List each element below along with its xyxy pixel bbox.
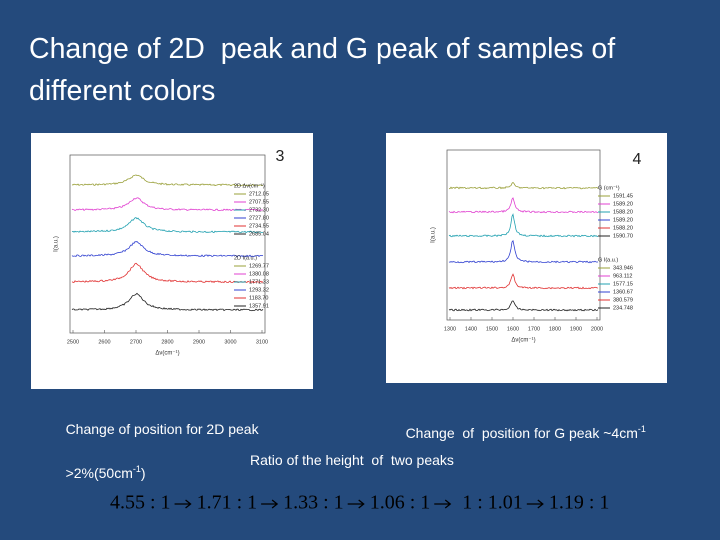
x-tick-label: 2600 — [98, 339, 110, 345]
x-tick-label: 1900 — [570, 326, 582, 332]
legend-entry: 1577.15 — [613, 281, 633, 287]
ratio-term: 1 : 1.01 — [462, 492, 523, 514]
ratio-term: 1.71 : 1 — [197, 492, 258, 514]
legend-entry: 963.112 — [613, 273, 632, 279]
legend-entry: 1293.32 — [249, 287, 269, 293]
x-tick-label: 3100 — [256, 339, 268, 345]
spectrum-trace — [71, 197, 264, 212]
slide-title: Change of 2D peak and G peak of samples … — [29, 33, 624, 107]
legend-entry: 1589.20 — [613, 217, 633, 223]
caption-text: Change of position for G peak ~4cm — [405, 425, 638, 441]
legend-entry: 2734.55 — [249, 223, 269, 229]
legend-entry: 1591.45 — [613, 193, 633, 199]
arrow — [261, 499, 279, 509]
caption-text: >2%(50cm — [65, 465, 133, 481]
legend-entry: 1269.77 — [249, 263, 269, 269]
x-tick-label: 1300 — [444, 326, 456, 332]
spectrum-trace — [448, 239, 599, 264]
spectrum-trace — [71, 174, 264, 187]
superscript: -1 — [637, 424, 646, 434]
legend-title: 2D I(a.u.) — [234, 255, 257, 261]
arrow — [174, 499, 192, 509]
legend-entry: 2685.04 — [249, 231, 269, 237]
x-tick-label: 2700 — [130, 339, 142, 345]
ratio-term: 4.55 : 1 — [110, 492, 171, 514]
ratio-term: 1.06 : 1 — [370, 492, 431, 514]
caption: Change of position for 2D peak >2%(50cm-… — [50, 399, 259, 503]
y-axis-label: I(a.u.) — [431, 227, 437, 243]
figure-background — [386, 133, 667, 383]
arrow — [347, 499, 365, 509]
legend-title: 2D Δν(cm⁻¹) — [234, 183, 265, 189]
spectrum-trace — [71, 217, 264, 234]
legend-entry: 2707.55 — [249, 199, 269, 205]
x-axis-label: Δν(cm⁻¹) — [511, 338, 535, 344]
spectrum-trace — [448, 197, 599, 214]
arrow — [526, 499, 544, 509]
legend-entry: 234.748 — [613, 305, 633, 311]
legend-title: G I(a.u.) — [598, 257, 618, 263]
spectrum-trace — [71, 292, 264, 312]
panel-label: 4 — [633, 151, 642, 168]
x-tick-label: 1500 — [486, 326, 498, 332]
x-tick-label: 1800 — [549, 326, 561, 332]
legend-entry: 1588.20 — [613, 225, 633, 231]
legend-entry: 1357.91 — [249, 303, 269, 309]
spectrum-trace — [448, 273, 599, 290]
figure-background — [31, 133, 313, 389]
x-axis-label: Δν(cm⁻¹) — [155, 351, 179, 357]
legend-title: G (cm⁻¹) — [598, 185, 620, 191]
legend-entry: 1588.20 — [613, 209, 633, 215]
x-tick-label: 3000 — [224, 339, 236, 345]
legend-entry: 380.579 — [613, 297, 633, 303]
ratio-sequence: 4.55 : 1 1.71 : 1 1.33 : 1 1.06 : 1 1 : 1.01… — [110, 492, 610, 514]
ratio-label: Ratio of the height of two peaks — [250, 452, 454, 468]
legend-entry: 1360.67 — [613, 289, 633, 295]
spectrum-trace — [71, 241, 264, 258]
x-tick-label: 1600 — [507, 326, 519, 332]
spectrum-trace — [448, 300, 599, 312]
ratio-term: 1.33 : 1 — [283, 492, 344, 514]
spectrum-trace — [71, 262, 264, 284]
plot-frame — [446, 149, 601, 321]
legend-entry: 1590.70 — [613, 233, 633, 239]
legend-entry: 1183.70 — [249, 295, 268, 301]
legend-entry: 1380.08 — [249, 271, 269, 277]
legend-entry: 2732.30 — [249, 207, 269, 213]
legend-entry: 2727.80 — [249, 215, 269, 221]
x-tick-label: 2800 — [161, 339, 173, 345]
spectrum-trace — [448, 181, 599, 190]
x-tick-label: 2000 — [591, 326, 603, 332]
spectrum-trace — [448, 213, 599, 238]
y-axis-label: I(a.u.) — [54, 236, 60, 252]
legend-entry: 1771.33 — [249, 279, 269, 285]
x-tick-label: 1400 — [465, 326, 477, 332]
figures: 3 I(a.u.) Δν(cm⁻¹) 2500 2600 2700 2800 2900 3000… — [31, 133, 667, 389]
arrow — [434, 499, 452, 509]
superscript: -1 — [132, 464, 141, 474]
x-tick-label: 1700 — [528, 326, 540, 332]
legend-entry: 1589.20 — [613, 201, 633, 207]
x-tick-label: 2900 — [193, 339, 205, 345]
ratio-term: 1.19 : 1 — [549, 492, 610, 514]
caption: Change of position for G peak ~4cm-1 — [390, 399, 646, 463]
x-tick-label: 2500 — [67, 339, 79, 345]
caption-text: Change of position for 2D peak — [65, 421, 259, 437]
panel-label: 3 — [276, 148, 285, 165]
caption-text: ) — [140, 465, 146, 481]
legend-entry: 343.946 — [613, 265, 633, 271]
legend-entry: 2712.05 — [249, 191, 269, 197]
